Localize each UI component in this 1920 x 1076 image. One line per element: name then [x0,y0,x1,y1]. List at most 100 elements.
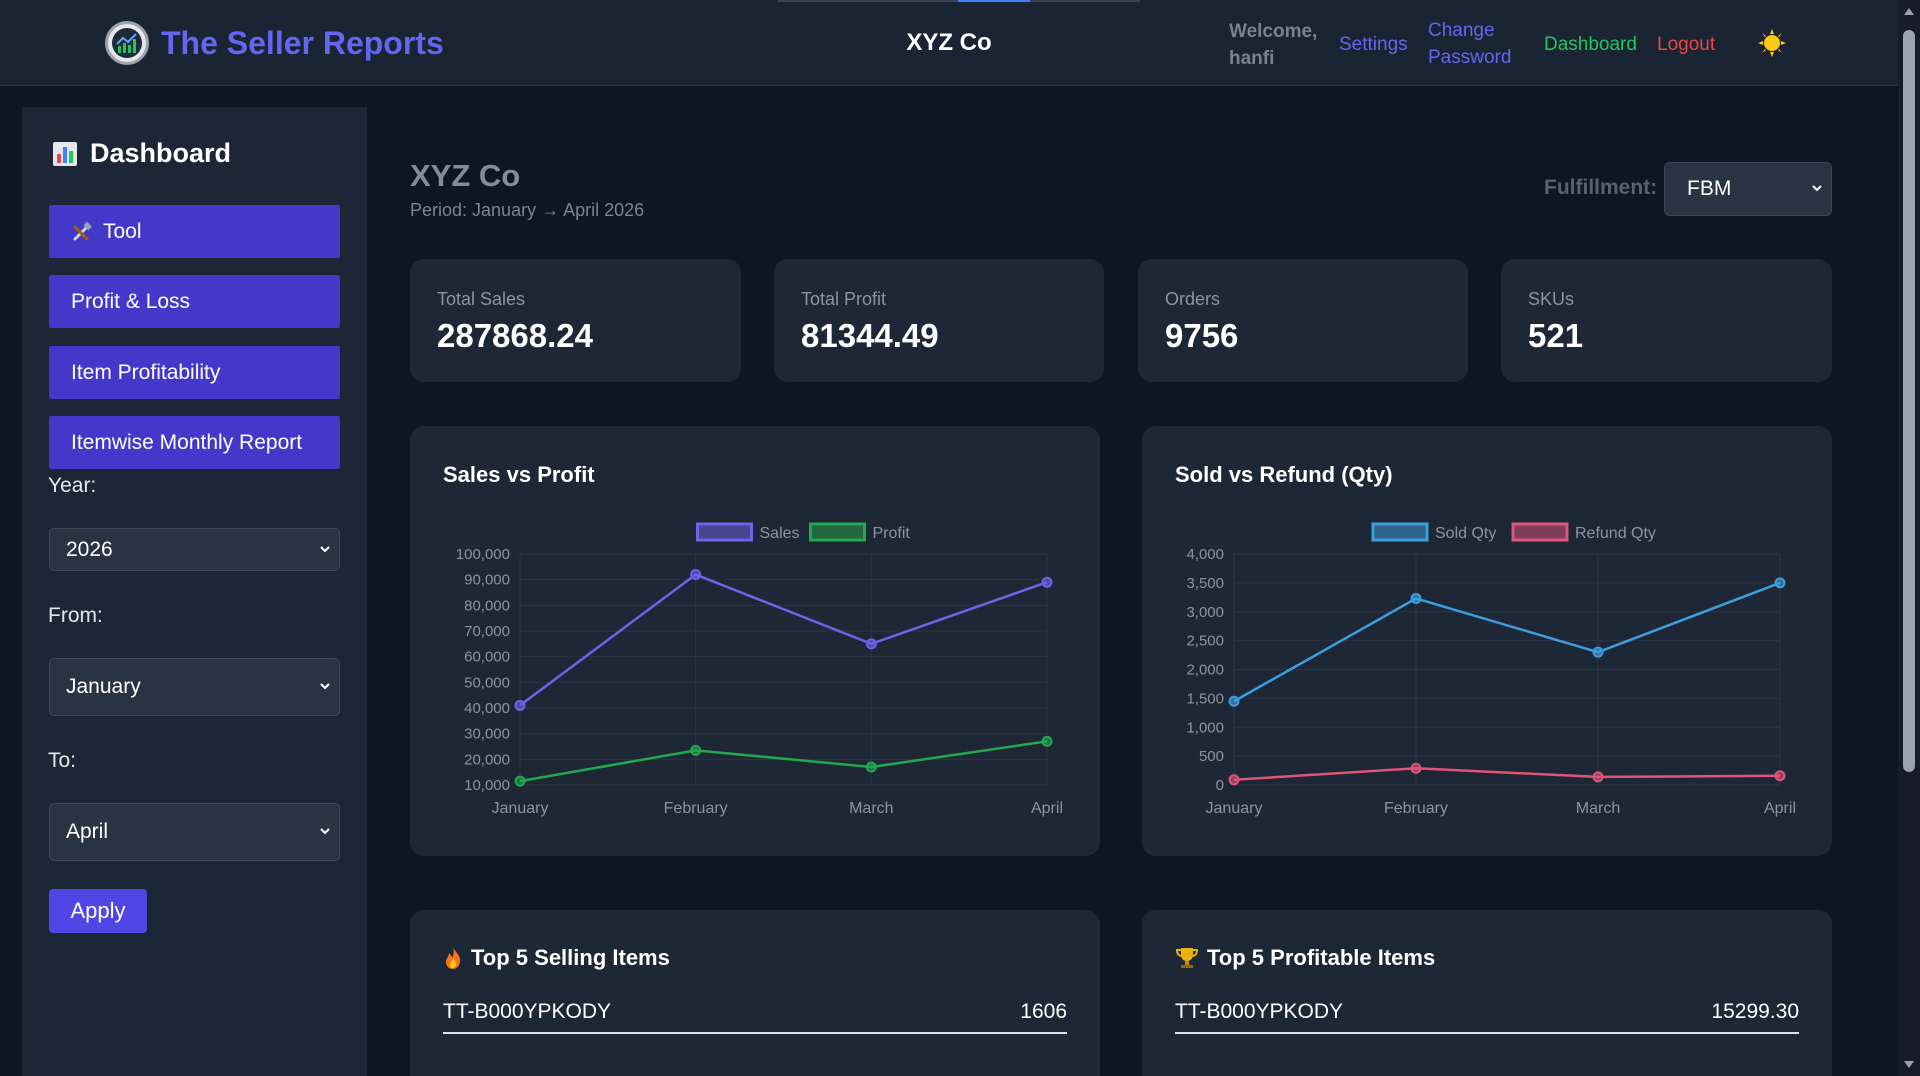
page-scrollbar[interactable] [1898,0,1920,1076]
y-tick-label: 1,500 [1186,690,1224,707]
stat-label: Total Profit [801,289,887,309]
to-label: To: [48,749,77,772]
bar-chart-icon [53,141,77,166]
top-profitable-title: Top 5 Profitable Items [1175,945,1435,971]
chevron-down-icon [320,545,330,552]
data-point [1228,774,1240,786]
x-tick-label: February [664,800,728,817]
y-tick-label: 40,000 [464,700,510,717]
scroll-up-arrow-icon[interactable] [1904,8,1914,15]
legend-swatch [1511,522,1569,542]
from-month-select[interactable]: January [49,658,340,716]
x-tick-label: February [1384,800,1448,817]
y-tick-label: 10,000 [464,777,510,794]
y-tick-label: 3,000 [1186,604,1224,621]
x-tick-label: April [1031,800,1063,817]
sold-refund-chart: 4,000 3,500 3,000 2,500 2,000 1,500 1,000 500 0 J… [1186,522,1796,817]
sidebar: Dashboard Tool Profit & Loss Item Profit… [22,107,367,1076]
y-tick-label: 80,000 [464,597,510,614]
page-title: XYZ Co [410,158,521,193]
logout-link[interactable]: Logout [1657,34,1716,55]
data-point [865,638,877,650]
y-tick-label: 30,000 [464,726,510,743]
trend-logo-icon [105,21,149,65]
y-tick-label: 20,000 [464,751,510,768]
from-month-value: January [66,675,141,698]
trophy-icon [1175,948,1199,968]
dashboard-link[interactable]: Dashboard [1544,34,1637,55]
chevron-down-icon [320,828,330,835]
legend-label: Profit [873,525,911,542]
chevron-down-icon [1812,185,1822,192]
year-label: Year: [48,474,97,497]
stat-label: Total Sales [437,289,526,309]
fire-icon [446,947,461,969]
stat-value: 521 [1528,317,1584,354]
scroll-down-arrow-icon[interactable] [1904,1061,1914,1068]
chart-title: Sales vs Profit [443,462,595,487]
settings-link[interactable]: Settings [1339,34,1408,55]
sidebar-item-tool[interactable]: Tool [49,205,340,258]
top-profitable-card: Top 5 Profitable Items TT-B000YPKODY 152… [1142,910,1832,1076]
period-text: Period: January → April 2026 [410,200,645,220]
chevron-down-icon [320,683,330,690]
stat-card-total-sales: Total Sales 287868.24 [410,259,741,382]
item-value: 15299.30 [1711,1000,1799,1023]
scrollbar-thumb[interactable] [1903,30,1915,772]
fulfillment-value: FBM [1687,177,1732,200]
legend-label: Sold Qty [1435,525,1496,542]
sun-icon[interactable] [1757,28,1787,58]
from-label: From: [48,604,103,627]
y-tick-label: 50,000 [464,674,510,691]
tab-indicator-bar [778,0,1140,2]
sales-profit-chart: 100,000 90,000 80,000 70,000 60,000 50,000 40,… [456,522,1063,817]
fulfillment-select[interactable]: FBM [1664,162,1832,216]
stat-card-skus: SKUs 521 [1501,259,1832,382]
sidebar-item-itemwise-monthly-report[interactable]: Itemwise Monthly Report [49,416,340,469]
fulfillment-label: Fulfillment: [1544,176,1658,199]
sidebar-item-profit-loss[interactable]: Profit & Loss [49,275,340,328]
data-point [1228,695,1240,707]
y-tick-label: 90,000 [464,572,510,589]
apply-button[interactable]: Apply [49,889,147,933]
y-tick-label: 1,000 [1186,719,1224,736]
list-item: TT-B000YPKODY 15299.30 [1175,988,1799,1034]
top-navbar: The Seller Reports XYZ Co Welcome, hanfi… [0,0,1898,86]
y-tick-label: 2,500 [1186,633,1224,650]
chart-card-sales-vs-profit: Sales vs Profit 100,000 90,000 80,000 70,00… [410,426,1100,856]
to-month-select[interactable]: April [49,803,340,861]
legend-swatch [809,522,866,542]
data-point [1041,735,1053,747]
x-tick-label: March [1576,800,1620,817]
chart-card-sold-vs-refund: Sold vs Refund (Qty) 4,000 3,500 3,000 2,50… [1142,426,1832,856]
data-point [1041,576,1053,588]
sidebar-item-item-profitability[interactable]: Item Profitability [49,346,340,399]
chart-title: Sold vs Refund (Qty) [1175,462,1393,487]
stat-value: 81344.49 [801,317,939,354]
data-point [1410,592,1422,604]
data-point [514,699,526,711]
data-point [690,744,702,756]
y-tick-label: 500 [1199,748,1224,765]
stat-label: Orders [1165,289,1221,309]
data-point [1774,770,1786,782]
brand[interactable]: The Seller Reports [105,21,444,65]
brand-title: The Seller Reports [161,24,444,61]
top-selling-title: Top 5 Selling Items [443,945,670,971]
stat-label: SKUs [1528,289,1575,309]
x-tick-label: April [1764,800,1796,817]
year-select[interactable]: 2026 [49,528,340,571]
change-password-link[interactable]: Change Password [1428,20,1512,68]
legend-label: Sales [760,525,800,542]
y-tick-label: 3,500 [1186,575,1224,592]
series-line [1233,581,1781,703]
series-line [519,573,1048,707]
to-month-value: April [66,820,109,843]
top-selling-title-label: Top 5 Selling Items [471,945,670,970]
sidebar-item-label: Profit & Loss [71,289,191,313]
tools-icon [73,221,92,240]
y-tick-label: 100,000 [456,546,510,563]
stat-value: 287868.24 [437,317,593,354]
legend-swatch [1371,522,1429,542]
stat-card-orders: Orders 9756 [1138,259,1468,382]
